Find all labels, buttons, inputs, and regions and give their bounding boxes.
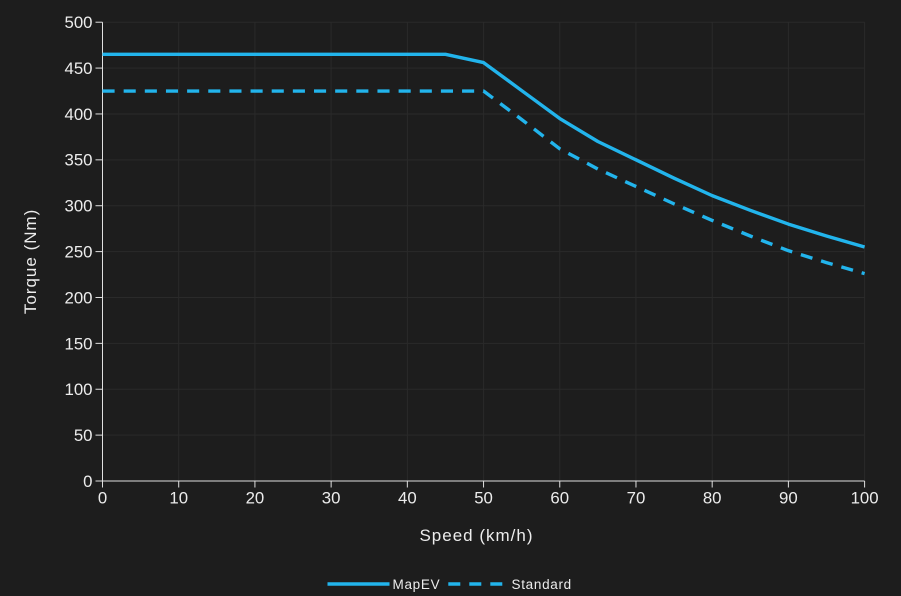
svg-text:50: 50 (74, 426, 93, 445)
svg-text:20: 20 (246, 489, 265, 508)
svg-text:Standard: Standard (512, 577, 572, 592)
svg-text:200: 200 (65, 288, 93, 307)
svg-text:10: 10 (169, 489, 188, 508)
svg-text:350: 350 (65, 151, 93, 170)
svg-text:0: 0 (98, 489, 107, 508)
svg-text:80: 80 (703, 489, 722, 508)
svg-text:MapEV: MapEV (393, 577, 441, 592)
svg-text:Torque (Nm): Torque (Nm) (21, 209, 40, 314)
svg-text:400: 400 (65, 105, 93, 124)
svg-text:70: 70 (627, 489, 646, 508)
svg-text:30: 30 (322, 489, 341, 508)
svg-text:250: 250 (65, 243, 93, 262)
svg-text:40: 40 (398, 489, 417, 508)
svg-text:300: 300 (65, 197, 93, 216)
svg-text:0: 0 (83, 472, 92, 491)
svg-text:150: 150 (65, 334, 93, 353)
svg-text:450: 450 (65, 59, 93, 78)
svg-text:100: 100 (851, 489, 879, 508)
svg-text:50: 50 (474, 489, 493, 508)
svg-text:Speed (km/h): Speed (km/h) (419, 526, 533, 545)
svg-text:500: 500 (65, 13, 93, 32)
svg-text:60: 60 (550, 489, 569, 508)
svg-text:100: 100 (65, 380, 93, 399)
svg-text:90: 90 (779, 489, 798, 508)
